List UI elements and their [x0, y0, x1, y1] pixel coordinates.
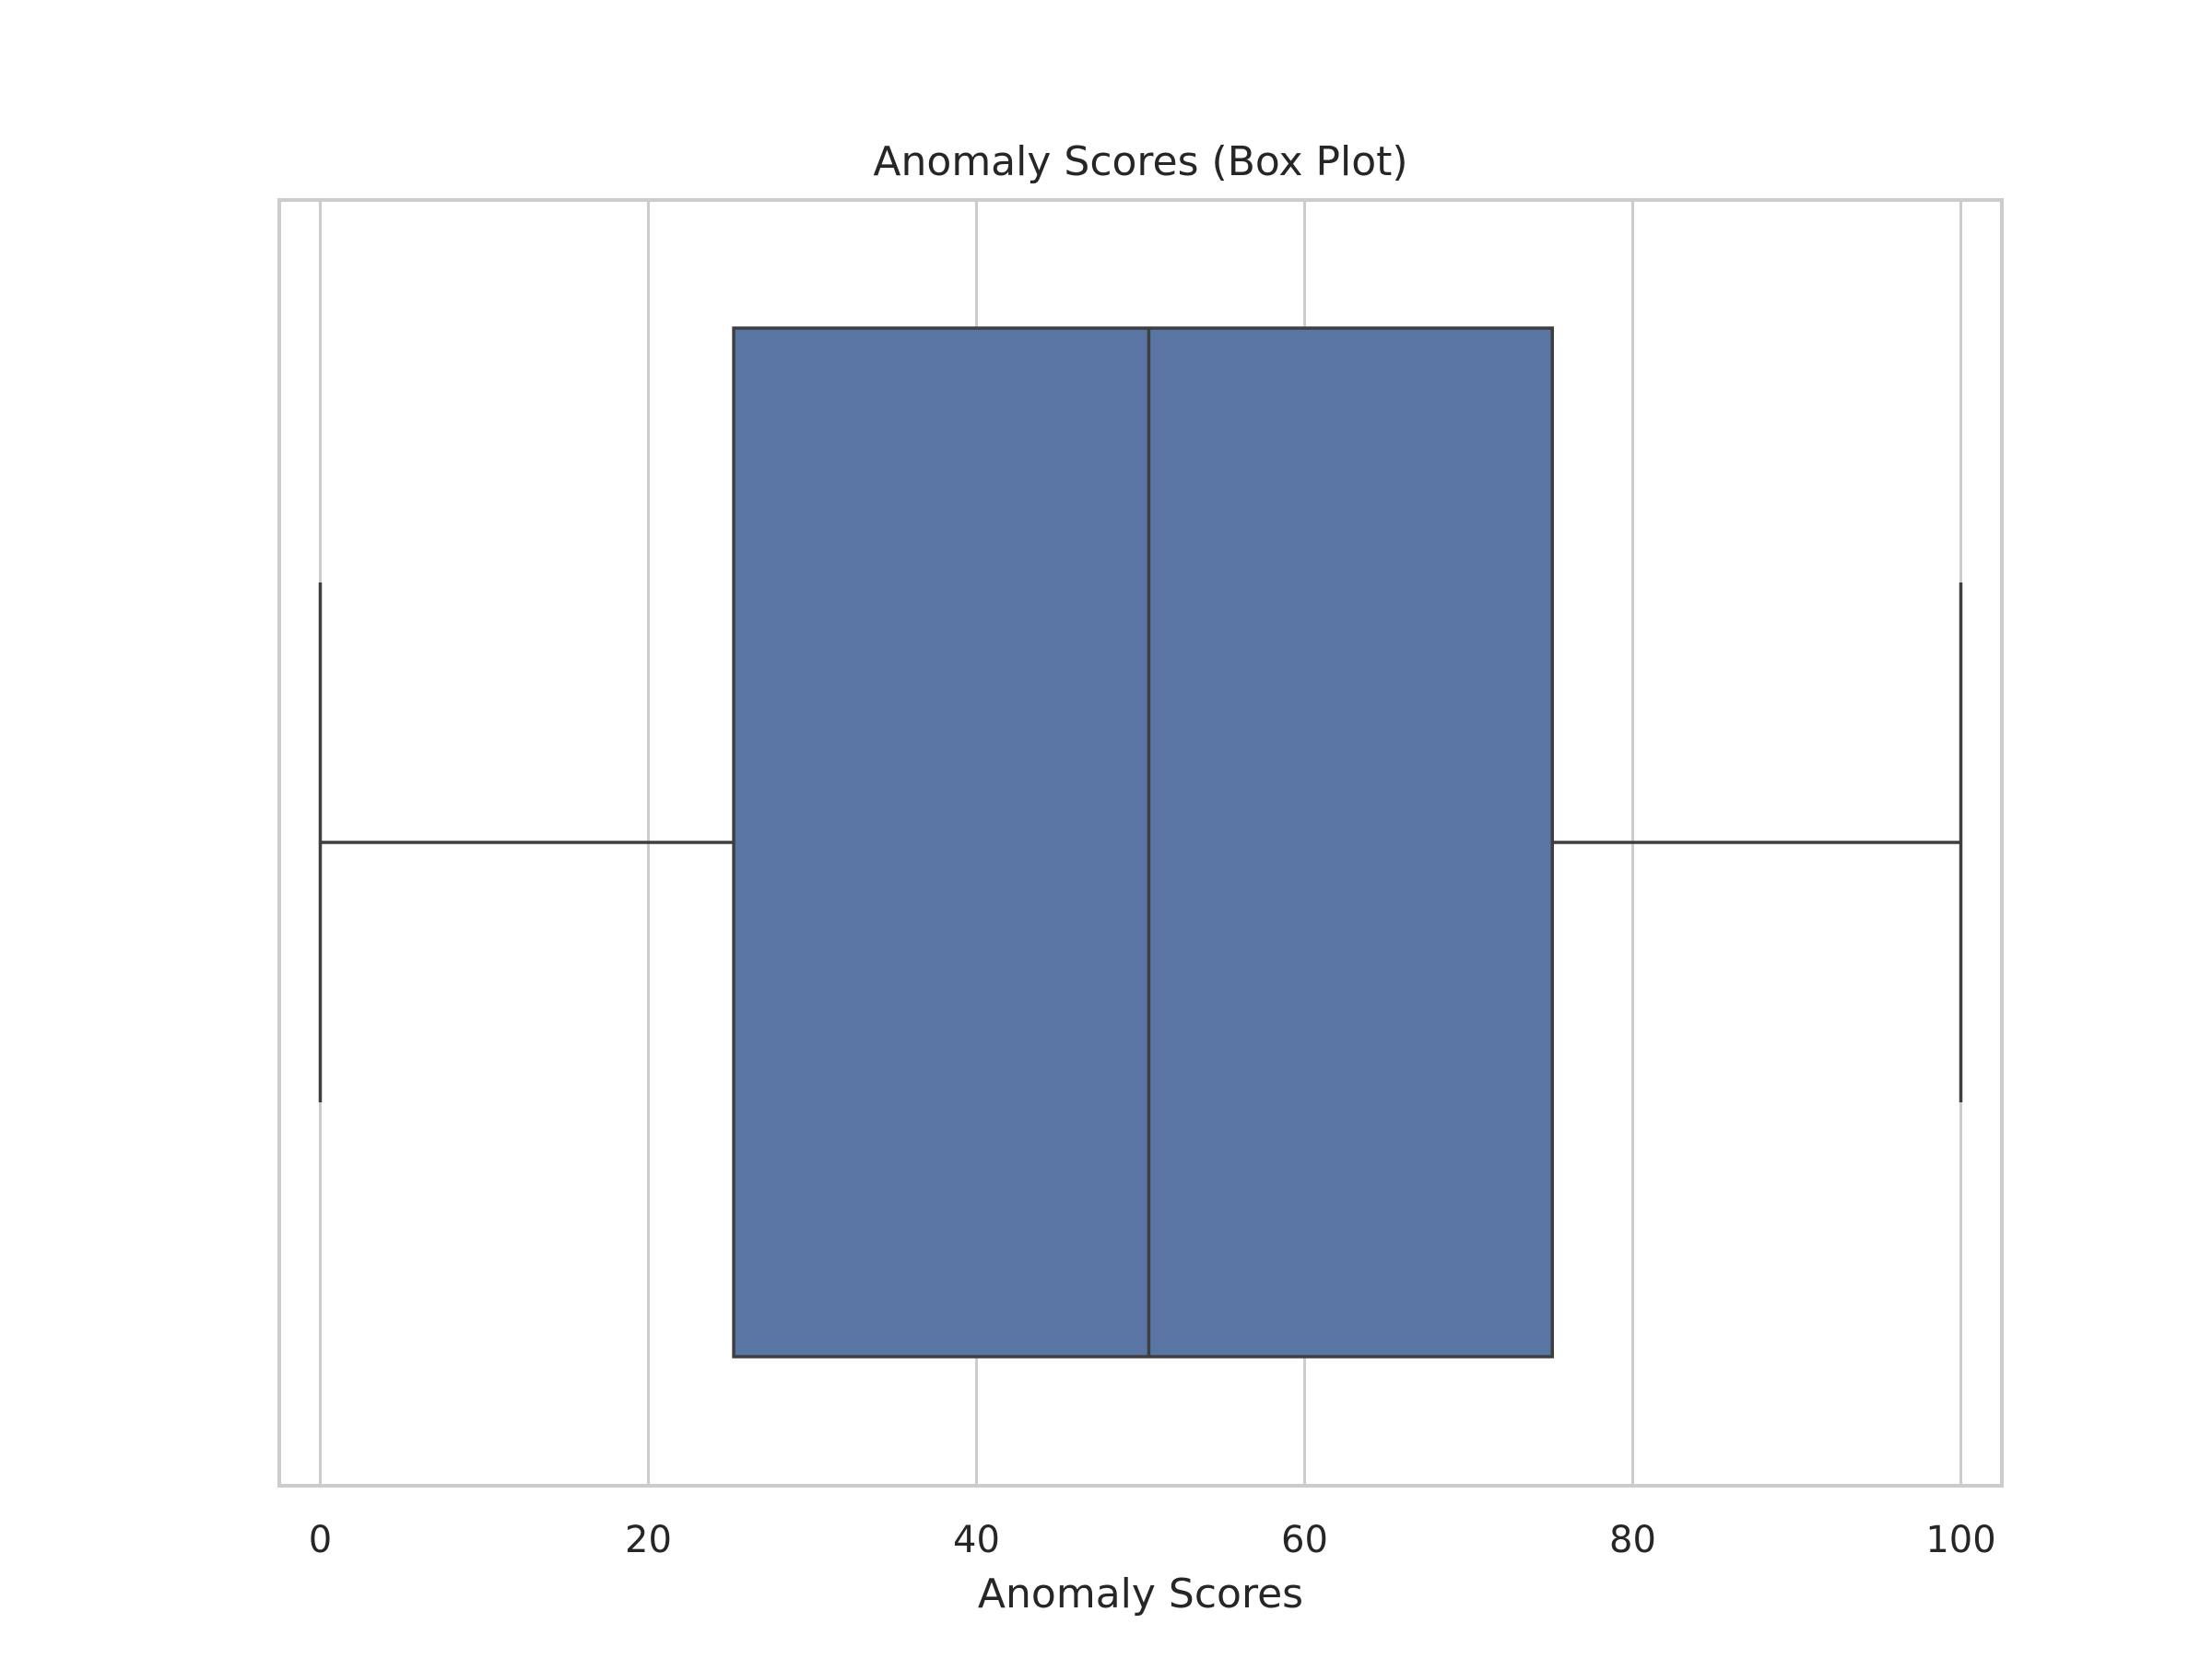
x-axis-ticks: 0 20 40 60 80 100 [309, 1519, 1996, 1561]
x-tick-label-0: 0 [309, 1519, 332, 1561]
x-tick-label-1: 20 [625, 1519, 672, 1561]
chart-title: Anomaly Scores (Box Plot) [873, 138, 1407, 185]
x-tick-label-4: 80 [1609, 1519, 1656, 1561]
x-tick-label-3: 60 [1281, 1519, 1328, 1561]
box-plot [318, 326, 1963, 1359]
iqr-box [732, 326, 1555, 1359]
x-axis-label: Anomaly Scores [978, 1571, 1303, 1618]
plot-frame [277, 198, 2004, 1488]
x-tick-label-5: 100 [1925, 1519, 1995, 1561]
x-tick-label-2: 40 [953, 1519, 1000, 1561]
